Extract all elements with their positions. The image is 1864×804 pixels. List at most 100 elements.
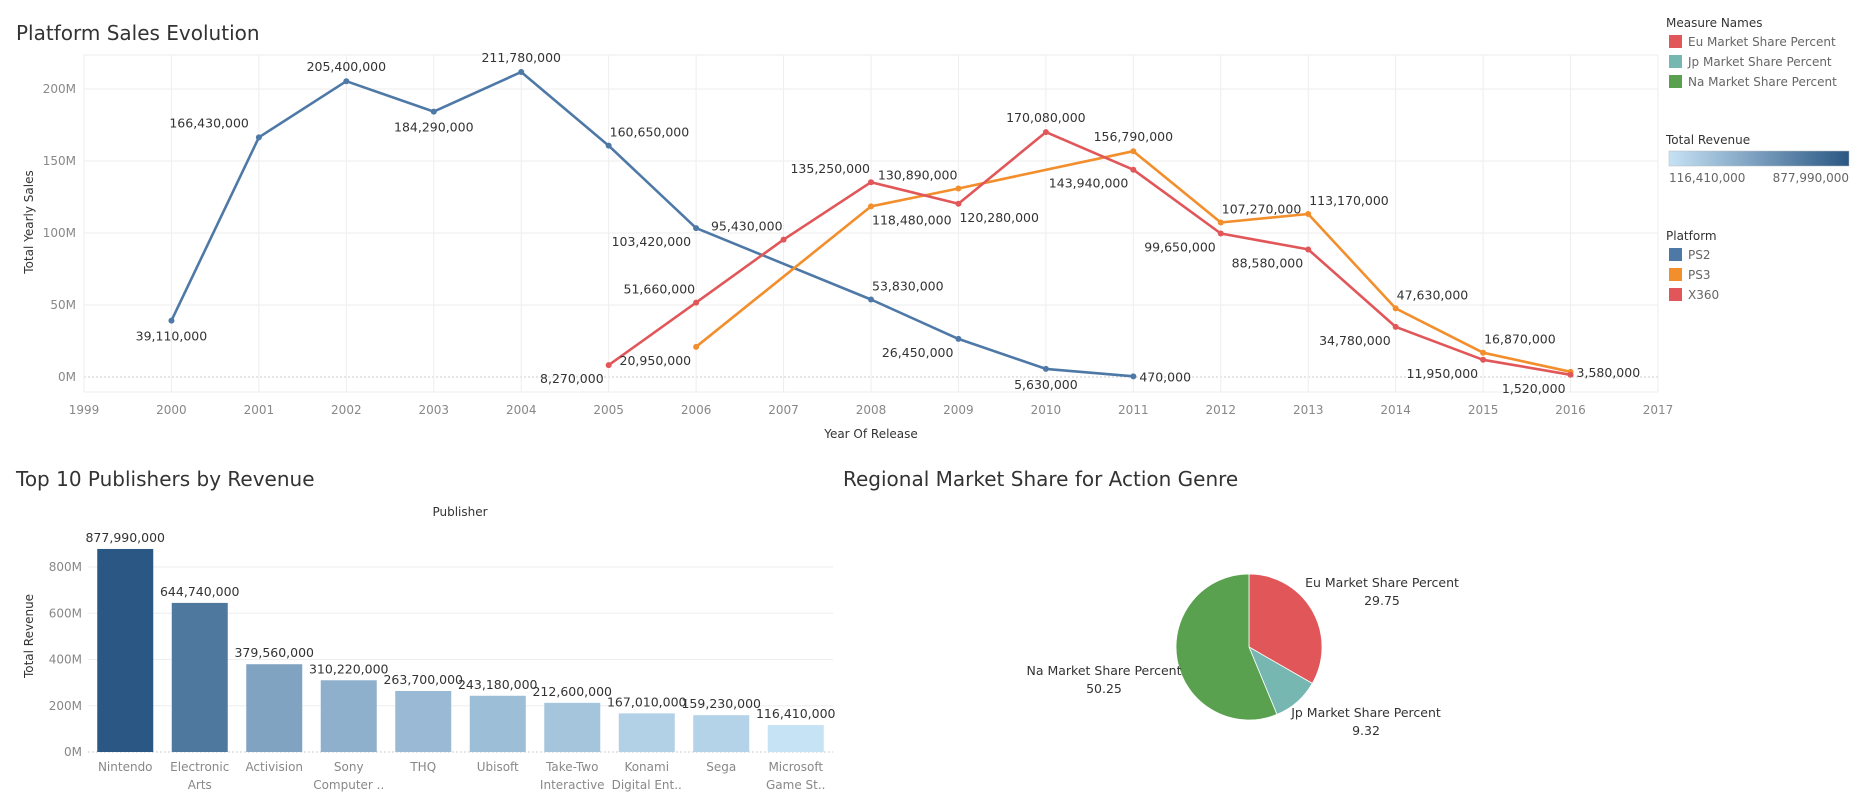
line-chart-x-axis-label: Year Of Release — [823, 427, 918, 441]
data-point-ps3[interactable] — [1392, 305, 1399, 312]
legend-item-label[interactable]: Eu Market Share Percent — [1688, 35, 1836, 49]
series-line-x360 — [607, 130, 1571, 377]
line-chart-y-tick: 100M — [43, 226, 76, 240]
bar-nintendo[interactable] — [97, 548, 154, 752]
legend-item-label[interactable]: Na Market Share Percent — [1688, 75, 1837, 89]
pie-chart-slices — [1175, 573, 1323, 721]
data-point-ps2[interactable] — [343, 78, 350, 85]
bar-chart-y-tick: 200M — [49, 699, 82, 713]
line-chart-x-tick: 2008 — [856, 403, 887, 417]
line-chart-y-tick: 150M — [43, 154, 76, 168]
data-point-x360[interactable] — [1392, 323, 1399, 330]
legend-swatch-ps2[interactable] — [1669, 248, 1682, 261]
data-point-x360[interactable] — [1567, 371, 1574, 378]
data-point-ps2[interactable] — [1130, 373, 1137, 380]
data-point-ps2[interactable] — [518, 69, 525, 76]
data-point-ps2[interactable] — [693, 225, 700, 232]
top-publishers-bar-chart: Top 10 Publishers by Revenue Publisher T… — [15, 467, 836, 792]
pie-slice-name-label: Eu Market Share Percent — [1305, 575, 1459, 590]
bar-category-label: Sega — [706, 760, 736, 774]
legend-swatch-na-market-share-percent[interactable] — [1669, 75, 1682, 88]
regional-share-pie-chart: Regional Market Share for Action Genre E… — [843, 467, 1459, 738]
legend-item-label[interactable]: PS2 — [1688, 248, 1711, 262]
data-point-x360[interactable] — [780, 236, 787, 243]
measure-names-legend-title: Measure Names — [1666, 16, 1762, 30]
legend-item-label[interactable]: PS3 — [1688, 268, 1711, 282]
data-point-ps2[interactable] — [1042, 365, 1049, 372]
bar-chart-y-tick: 800M — [49, 560, 82, 574]
data-point-x360[interactable] — [1130, 166, 1137, 173]
data-point-x360[interactable] — [1305, 246, 1312, 253]
line-chart-y-tick: 200M — [43, 82, 76, 96]
bar-sega[interactable] — [693, 715, 750, 752]
total-revenue-max-label: 877,990,000 — [1773, 171, 1849, 185]
bar-take-two-interactive[interactable] — [544, 702, 601, 752]
data-point-ps3[interactable] — [1480, 349, 1487, 356]
line-chart-x-tick: 2013 — [1293, 403, 1324, 417]
data-label-ps2: 39,110,000 — [136, 329, 208, 344]
data-point-ps2[interactable] — [430, 108, 437, 115]
line-chart-title: Platform Sales Evolution — [16, 21, 260, 45]
data-label-ps3: 118,480,000 — [872, 212, 952, 227]
data-label-ps2: 26,450,000 — [882, 345, 954, 360]
bar-value-label: 159,230,000 — [681, 696, 761, 711]
bar-thq[interactable] — [395, 691, 452, 752]
bar-activision[interactable] — [246, 664, 303, 752]
data-point-ps2[interactable] — [868, 296, 874, 303]
data-point-ps3[interactable] — [1217, 219, 1224, 226]
platform-legend: Platform PS2 PS3 X360 — [1666, 229, 1719, 302]
data-point-ps2[interactable] — [255, 134, 262, 141]
bar-value-label: 116,410,000 — [756, 706, 836, 721]
data-label-x360: 135,250,000 — [790, 161, 870, 176]
data-point-x360[interactable] — [1217, 230, 1224, 237]
data-label-ps3: 113,170,000 — [1309, 193, 1389, 208]
data-point-x360[interactable] — [693, 299, 700, 306]
legend-swatch-x360[interactable] — [1669, 288, 1682, 301]
line-chart-x-tick: 2003 — [419, 403, 450, 417]
pie-slice-na-market-share-percent[interactable] — [1175, 573, 1278, 721]
pie-slice-eu-market-share-percent[interactable] — [1248, 573, 1323, 684]
bar-chart-y-tick: 0M — [64, 745, 82, 759]
data-point-x360[interactable] — [1042, 129, 1049, 136]
legend-swatch-eu-market-share-percent[interactable] — [1669, 35, 1682, 48]
bar-sony-computer[interactable] — [320, 680, 377, 752]
legend-item-label[interactable]: Jp Market Share Percent — [1687, 55, 1832, 69]
data-label-x360: 34,780,000 — [1319, 333, 1391, 348]
line-chart-x-tick: 2006 — [681, 403, 712, 417]
data-point-ps3[interactable] — [1305, 211, 1312, 218]
data-point-ps3[interactable] — [955, 185, 962, 192]
bar-chart-y-tick: 600M — [49, 606, 82, 620]
legend-swatch-jp-market-share-percent[interactable] — [1669, 55, 1682, 68]
pie-slice-name-label: Na Market Share Percent — [1026, 663, 1181, 678]
legend-swatch-ps3[interactable] — [1669, 268, 1682, 281]
data-point-ps3[interactable] — [868, 203, 874, 210]
bar-category-label: Microsoft — [768, 760, 823, 774]
bar-ubisoft[interactable] — [469, 695, 526, 752]
legend-item-label[interactable]: X360 — [1688, 288, 1719, 302]
data-point-ps2[interactable] — [168, 317, 175, 324]
data-point-ps2[interactable] — [605, 142, 612, 149]
data-label-ps2: 166,430,000 — [169, 115, 249, 130]
data-point-x360[interactable] — [955, 200, 962, 207]
bar-category-label: Sony — [334, 760, 364, 774]
bar-value-label: 379,560,000 — [234, 645, 314, 660]
data-point-x360[interactable] — [1480, 356, 1487, 363]
bar-chart-bars: 877,990,000 Nintendo 644,740,000 Electronic… — [85, 530, 835, 792]
bar-microsoft-game-st[interactable] — [767, 725, 824, 752]
bar-category-label: Konami — [624, 760, 669, 774]
data-point-x360[interactable] — [605, 362, 612, 369]
data-point-ps3[interactable] — [693, 343, 700, 350]
data-label-x360: 120,280,000 — [959, 210, 1039, 225]
bar-category-label: Computer .. — [313, 778, 384, 792]
data-point-ps2[interactable] — [955, 335, 962, 342]
bar-category-label: Electronic — [170, 760, 229, 774]
data-point-ps3[interactable] — [1130, 148, 1137, 155]
data-point-x360[interactable] — [868, 179, 874, 186]
bar-konami-digital-ent[interactable] — [618, 713, 675, 752]
data-label-ps2: 160,650,000 — [610, 125, 690, 140]
data-label-ps2: 5,630,000 — [1014, 377, 1078, 392]
line-chart-x-tick: 2015 — [1468, 403, 1499, 417]
data-label-ps2: 470,000 — [1139, 369, 1191, 384]
bar-electronic-arts[interactable] — [171, 602, 228, 752]
data-label-ps3: 16,870,000 — [1484, 332, 1556, 347]
